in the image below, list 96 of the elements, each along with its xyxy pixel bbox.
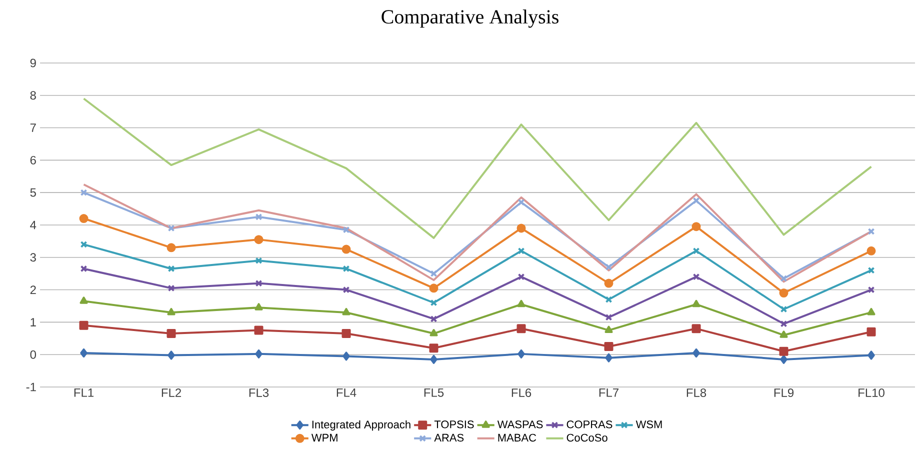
legend-label: TOPSIS [434, 420, 474, 428]
y-tick-label: 7 [30, 124, 36, 132]
point [342, 329, 351, 338]
point [254, 235, 264, 244]
point [166, 329, 176, 338]
x-tick-label: FL2 [162, 388, 181, 397]
x-tick-label: FL7 [599, 388, 618, 397]
point [342, 226, 350, 234]
point [605, 353, 612, 362]
point [780, 354, 788, 364]
point [79, 214, 88, 224]
point [604, 278, 614, 288]
y-tick-label: 3 [30, 253, 36, 262]
y-tick-label: -1 [26, 382, 36, 392]
point [255, 213, 262, 220]
point [605, 264, 612, 271]
point [168, 350, 175, 360]
point [518, 198, 525, 206]
point [518, 247, 525, 254]
y-tick-label: 8 [30, 91, 36, 100]
point [692, 273, 700, 280]
legend-label: Integrated Approach [312, 420, 410, 431]
point [342, 244, 351, 254]
point [430, 299, 438, 306]
point [605, 314, 612, 321]
y-tick-label: 2 [30, 286, 36, 294]
legend-label: MABAC [498, 434, 536, 442]
point [430, 315, 438, 322]
point [692, 247, 700, 254]
point [517, 300, 526, 308]
point [168, 265, 175, 272]
point [866, 246, 876, 256]
point [866, 327, 876, 336]
point [518, 273, 525, 280]
point [516, 324, 526, 334]
line-series [82, 98, 872, 239]
chart-title: Comparative Analysis [382, 10, 558, 28]
point [254, 303, 263, 310]
point [430, 329, 438, 336]
point [430, 354, 438, 364]
point [254, 326, 264, 335]
point [80, 296, 88, 304]
legend-label: WSM [636, 420, 662, 428]
x-tick-label: FL5 [424, 388, 444, 397]
point [692, 324, 701, 334]
legend-label: CoCoSo [566, 434, 608, 442]
x-tick-label: FL9 [774, 388, 794, 398]
point [342, 308, 350, 316]
point [605, 296, 612, 303]
point [518, 349, 525, 358]
legend-label: WPM [311, 434, 338, 442]
point [168, 284, 175, 292]
point [692, 348, 700, 358]
y-tick-label: 1 [30, 318, 36, 326]
point [604, 326, 613, 334]
point [166, 243, 176, 252]
x-tick-label: FL4 [336, 388, 356, 397]
y-tick-label: 0 [30, 350, 36, 359]
point [692, 300, 700, 308]
point [779, 288, 788, 298]
point [780, 320, 788, 328]
point [168, 224, 175, 232]
point [780, 306, 788, 313]
point [604, 342, 614, 351]
point [780, 330, 788, 338]
point [516, 224, 526, 233]
y-tick-label: 5 [30, 188, 36, 197]
point [868, 350, 875, 360]
point [255, 349, 262, 358]
point [692, 222, 701, 232]
point [867, 308, 876, 316]
point [342, 352, 350, 361]
point [79, 320, 88, 330]
point [780, 274, 788, 282]
point [692, 197, 700, 204]
point [342, 265, 350, 272]
x-tick-label: FL8 [686, 388, 706, 398]
point [430, 270, 438, 278]
point [80, 348, 88, 358]
point [429, 284, 438, 293]
point [255, 257, 262, 264]
point [167, 308, 176, 316]
point [342, 286, 350, 294]
point [779, 346, 788, 356]
y-tick-label: 4 [30, 220, 36, 230]
point [255, 280, 262, 287]
x-tick-label: FL1 [74, 388, 94, 397]
y-tick-label: 6 [30, 156, 36, 164]
legend-label: WASPAS [497, 420, 543, 428]
x-tick-label: FL10 [858, 388, 884, 398]
legend-label: ARAS [434, 434, 464, 442]
x-tick-label: FL6 [512, 388, 532, 398]
point [429, 344, 438, 353]
legend-label: COPRAS [566, 420, 612, 428]
x-tick-label: FL3 [249, 388, 269, 398]
y-tick-label: 9 [30, 58, 36, 68]
